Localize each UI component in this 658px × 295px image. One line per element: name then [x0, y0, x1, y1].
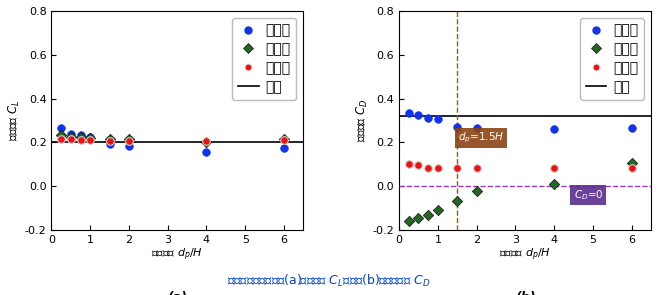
- Point: [201, 140, 212, 145]
- Point: [201, 139, 212, 144]
- Point: [105, 139, 115, 144]
- Legend: 風上棟, 中間棟, 風下棟, 単棟: 風上棟, 中間棟, 風下棟, 単棟: [580, 18, 644, 100]
- Point: [423, 212, 434, 217]
- Text: 図４　３棟隣接時の(a)揚力係数 $C_L$および(b)　抗力係数 $C_D$: 図４ ３棟隣接時の(a)揚力係数 $C_L$および(b) 抗力係数 $C_D$: [227, 273, 431, 289]
- Point: [549, 127, 559, 132]
- Point: [75, 132, 86, 137]
- Point: [279, 138, 290, 142]
- Point: [75, 138, 86, 142]
- Point: [105, 137, 115, 142]
- Point: [626, 161, 637, 165]
- Point: [423, 165, 434, 170]
- X-axis label: 隣棟間隔 $d_p/H$: 隣棟間隔 $d_p/H$: [151, 246, 203, 263]
- Point: [403, 162, 414, 167]
- Point: [85, 135, 95, 139]
- Point: [626, 165, 637, 170]
- Point: [452, 125, 463, 130]
- Point: [403, 111, 414, 115]
- Point: [66, 137, 76, 142]
- Point: [423, 116, 434, 121]
- Point: [413, 113, 424, 117]
- Point: [471, 188, 482, 193]
- Point: [432, 208, 443, 213]
- Point: [452, 198, 463, 203]
- Point: [549, 165, 559, 170]
- Point: [56, 137, 66, 142]
- Point: [279, 137, 290, 142]
- X-axis label: 隣棟間隔 $d_p/H$: 隣棟間隔 $d_p/H$: [499, 246, 551, 263]
- Point: [432, 165, 443, 170]
- Point: [105, 141, 115, 146]
- Legend: 風上棟, 中間棟, 風下棟, 単棟: 風上棟, 中間棟, 風下棟, 単棟: [232, 18, 297, 100]
- Text: (b): (b): [515, 291, 536, 295]
- Point: [85, 136, 95, 140]
- Point: [413, 163, 424, 168]
- Point: [66, 135, 76, 139]
- Point: [85, 138, 95, 142]
- Text: $C_D$=0: $C_D$=0: [574, 188, 603, 202]
- Point: [124, 137, 134, 142]
- Point: [452, 165, 463, 170]
- Point: [432, 117, 443, 122]
- Point: [75, 135, 86, 139]
- Text: $d_p$=1.5$H$: $d_p$=1.5$H$: [458, 131, 504, 145]
- Point: [201, 150, 212, 155]
- Point: [403, 219, 414, 224]
- Point: [471, 165, 482, 170]
- Point: [549, 182, 559, 186]
- Point: [124, 143, 134, 148]
- Point: [626, 126, 637, 131]
- Point: [279, 145, 290, 150]
- Y-axis label: 揚力係数 $C_L$: 揚力係数 $C_L$: [7, 100, 22, 141]
- Y-axis label: 抗力係数 $C_D$: 抗力係数 $C_D$: [355, 99, 370, 142]
- Point: [471, 126, 482, 131]
- Point: [124, 139, 134, 144]
- Text: (a): (a): [168, 291, 188, 295]
- Point: [66, 131, 76, 136]
- Point: [56, 132, 66, 137]
- Point: [56, 126, 66, 131]
- Point: [413, 216, 424, 220]
